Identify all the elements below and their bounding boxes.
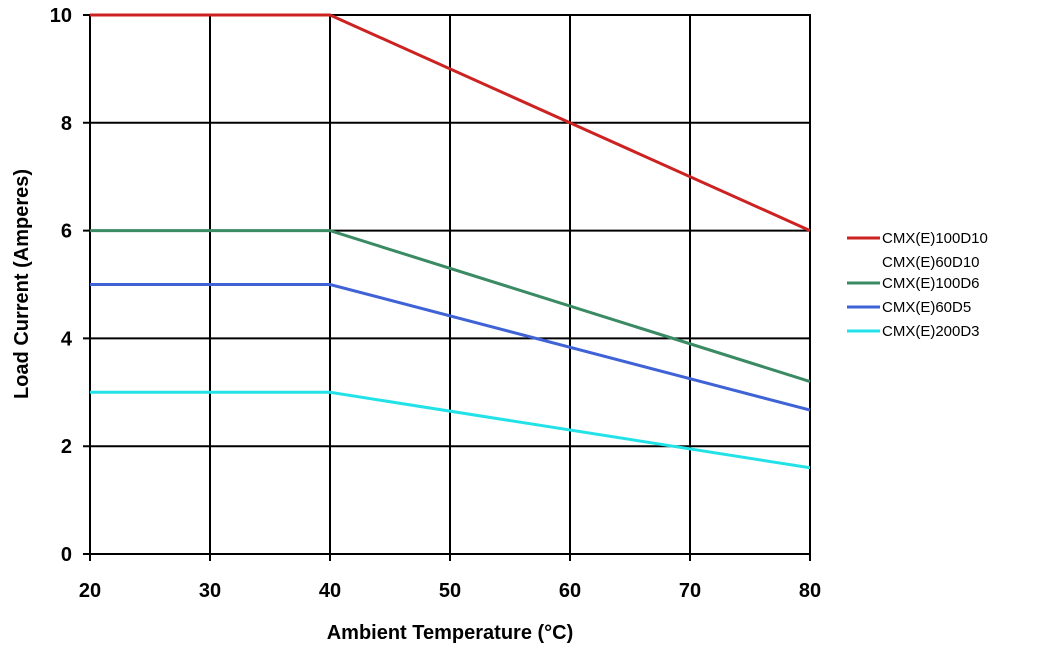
series-line-0 — [90, 13, 811, 232]
y-tick-labels: 0 2 4 6 8 10 — [50, 5, 73, 566]
x-tick-labels: 20 30 40 50 60 70 80 — [79, 580, 821, 602]
legend-label: CMX(E)60D5 — [882, 299, 971, 316]
x-tick-label: 80 — [799, 580, 821, 602]
legend-label: CMX(E)200D3 — [882, 323, 980, 340]
series-line-3 — [90, 390, 811, 470]
x-tick-label: 70 — [679, 580, 701, 602]
legend: CMX(E)100D10 CMX(E)60D10 CMX(E)100D6 CMX(E)… — [847, 230, 988, 340]
x-tick-label: 60 — [559, 580, 581, 602]
legend-label: CMX(E)100D10 — [882, 230, 988, 247]
grid — [83, 14, 811, 561]
y-tick-label: 8 — [61, 113, 72, 135]
y-tick-label: 6 — [61, 221, 72, 243]
x-tick-label: 20 — [79, 580, 101, 602]
series-line-2 — [90, 283, 811, 412]
y-tick-label: 0 — [61, 544, 72, 566]
x-tick-label: 30 — [199, 580, 221, 602]
series-line-1 — [90, 229, 811, 383]
x-tick-label: 40 — [319, 580, 341, 602]
y-axis-title: Load Current (Amperes) — [11, 169, 33, 399]
y-tick-label: 4 — [61, 328, 73, 350]
x-axis-title: Ambient Temperature (°C) — [327, 622, 574, 644]
legend-label: CMX(E)100D6 — [882, 275, 980, 292]
series-lines — [90, 13, 811, 470]
x-tick-label: 50 — [439, 580, 461, 602]
y-tick-label: 2 — [61, 436, 72, 458]
y-tick-label: 10 — [50, 5, 72, 27]
legend-label: CMX(E)60D10 — [882, 254, 980, 271]
